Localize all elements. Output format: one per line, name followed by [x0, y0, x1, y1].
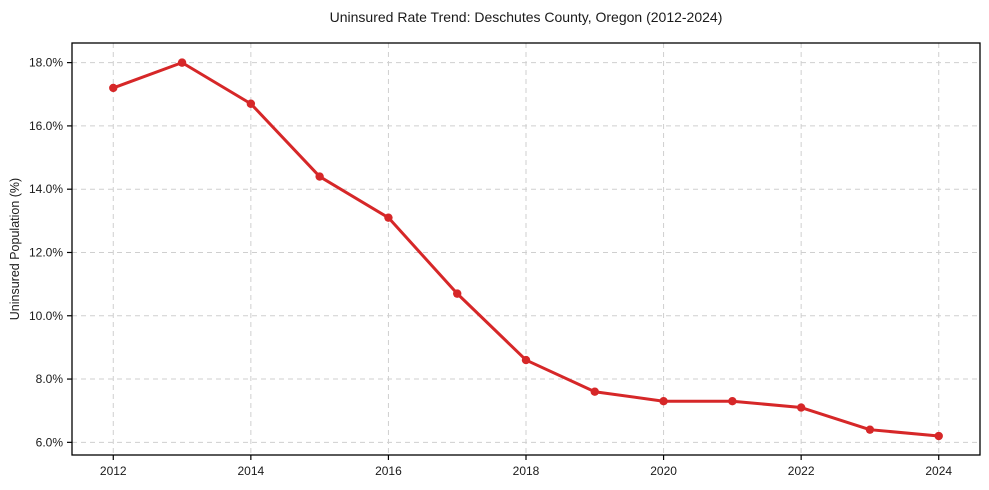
data-point-marker	[521, 355, 531, 365]
data-point-marker	[453, 289, 462, 298]
x-tick-label: 2018	[513, 464, 540, 478]
data-point-marker	[590, 387, 599, 396]
x-tick-label: 2014	[237, 464, 264, 478]
y-tick-label: 14.0%	[29, 182, 63, 196]
y-tick-label: 6.0%	[36, 435, 64, 449]
y-tick-label: 10.0%	[29, 309, 63, 323]
y-axis-label: Uninsured Population (%)	[8, 177, 22, 321]
data-point-marker	[796, 403, 806, 412]
x-tick-label: 2020	[650, 464, 677, 478]
data-point-marker	[109, 83, 118, 93]
y-tick-label: 18.0%	[29, 56, 63, 70]
y-tick-label: 16.0%	[29, 119, 63, 133]
axes-frame	[71, 42, 981, 456]
data-point-marker	[865, 425, 875, 434]
data-point-marker	[384, 213, 393, 222]
x-tick-label: 2016	[375, 464, 402, 478]
data-point-marker	[246, 99, 256, 108]
x-tick-label: 2012	[100, 464, 127, 478]
data-point-marker	[177, 58, 187, 67]
y-tick-label: 8.0%	[36, 372, 64, 386]
y-tick-label: 12.0%	[29, 245, 63, 259]
data-point-marker	[659, 397, 668, 406]
data-point-marker	[315, 172, 324, 181]
data-point-marker	[934, 431, 943, 441]
x-tick-label: 2024	[925, 464, 952, 478]
chart-title: Uninsured Rate Trend: Deschutes County, …	[329, 9, 723, 25]
data-point-marker	[728, 397, 737, 406]
x-tick-label: 2022	[788, 464, 815, 478]
